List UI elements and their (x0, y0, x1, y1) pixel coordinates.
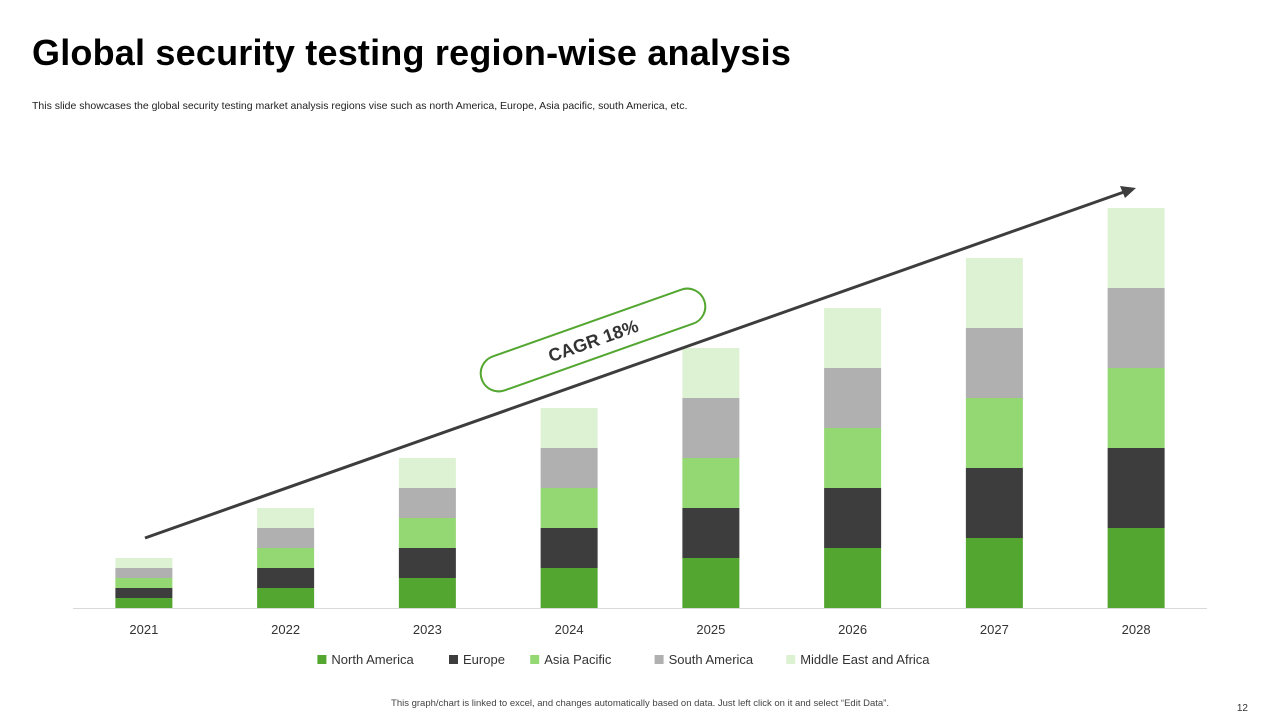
bar-2027-europe (965, 468, 1023, 538)
legend-label: Middle East and Africa (800, 652, 930, 667)
bar-2023-middle-east-and-africa (398, 458, 456, 488)
bar-2024-europe (540, 528, 598, 568)
bar-2025-south-america (682, 398, 740, 458)
bar-2023-south-america (398, 488, 456, 518)
bar-2027-middle-east-and-africa (965, 258, 1023, 328)
bar-2024-south-america (540, 448, 598, 488)
bar-2027-north-america (965, 538, 1023, 608)
x-tick-label: 2027 (980, 622, 1009, 637)
legend-swatch-south-america (654, 655, 664, 664)
bar-2026-europe (824, 488, 882, 548)
x-tick-label: 2022 (271, 622, 300, 637)
bar-2028-north-america (1107, 528, 1165, 608)
trend-arrowhead (1120, 186, 1136, 198)
legend-swatch-asia-pacific (530, 655, 540, 664)
bar-2028-south-america (1107, 288, 1165, 368)
chart-footnote: This graph/chart is linked to excel, and… (391, 698, 889, 709)
page-title: Global security testing region-wise anal… (32, 32, 792, 73)
legend-label: South America (669, 652, 754, 667)
page-subtitle: This slide showcases the global security… (32, 100, 688, 112)
bar-2021-middle-east-and-africa (115, 558, 173, 568)
bar-2021-europe (115, 588, 173, 598)
x-tick-label: 2026 (838, 622, 867, 637)
bar-2025-middle-east-and-africa (682, 348, 740, 398)
bar-2027-asia-pacific (965, 398, 1023, 468)
legend-swatch-europe (449, 655, 458, 664)
legend-swatch-middle-east-and-africa (786, 655, 796, 664)
legend-swatch-north-america (317, 655, 327, 664)
bar-2024-north-america (540, 568, 598, 608)
x-tick-label: 2024 (555, 622, 584, 637)
bar-2022-south-america (257, 528, 315, 548)
x-tick-label: 2023 (413, 622, 442, 637)
trend-arrow-line (144, 190, 1125, 540)
bar-2023-asia-pacific (398, 518, 456, 548)
bar-2028-middle-east-and-africa (1107, 208, 1165, 288)
bar-2025-europe (682, 508, 740, 558)
bar-2025-north-america (682, 558, 740, 608)
bar-2022-middle-east-and-africa (257, 508, 315, 528)
x-tick-label: 2021 (129, 622, 158, 637)
page-number: 12 (1236, 703, 1248, 714)
bar-2022-europe (257, 568, 315, 588)
bar-2022-asia-pacific (257, 548, 315, 568)
bar-2022-north-america (257, 588, 315, 608)
bar-2024-asia-pacific (540, 488, 598, 528)
cagr-pill (479, 287, 707, 393)
bar-2026-middle-east-and-africa (824, 308, 882, 368)
bar-2027-south-america (965, 328, 1023, 398)
bar-2021-asia-pacific (115, 578, 173, 588)
bar-2028-europe (1107, 448, 1165, 528)
bar-2021-south-america (115, 568, 173, 578)
x-tick-label: 2028 (1122, 622, 1151, 637)
legend-label: North America (331, 652, 414, 667)
bar-2021-north-america (115, 598, 173, 608)
bar-2026-south-america (824, 368, 882, 428)
bar-2028-asia-pacific (1107, 368, 1165, 448)
bar-2024-middle-east-and-africa (540, 408, 598, 448)
x-tick-label: 2025 (696, 622, 725, 637)
bar-2026-asia-pacific (824, 428, 882, 488)
legend-label: Europe (463, 652, 505, 667)
bar-2023-north-america (398, 578, 456, 608)
bar-2026-north-america (824, 548, 882, 608)
bar-2023-europe (398, 548, 456, 578)
legend-label: Asia Pacific (544, 652, 612, 667)
bar-2025-asia-pacific (682, 458, 740, 508)
